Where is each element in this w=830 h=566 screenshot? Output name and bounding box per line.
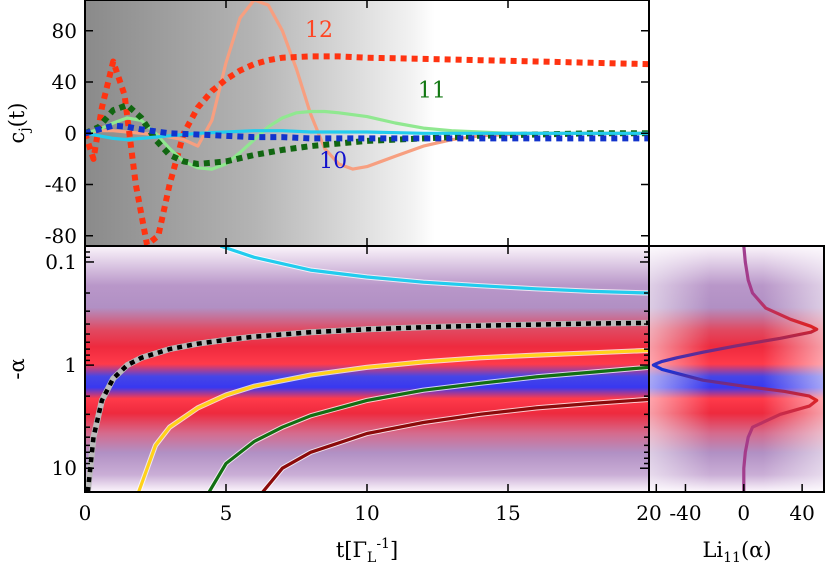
curve-label-12: 12	[305, 18, 333, 43]
bottom-y-tick-label: 1	[64, 353, 77, 377]
top-y-axis-title: cj(t)	[5, 103, 33, 144]
side-x-tick-label: 40	[789, 501, 814, 525]
side-x-tick-label: 20	[636, 501, 661, 525]
side-x-axis: 20 -40 0 40	[636, 484, 815, 525]
top-series-10-solid	[85, 129, 649, 142]
bottom-x-tick-label: 10	[354, 501, 379, 525]
top-panel-background	[85, 0, 649, 246]
top-series-12-dotted	[85, 53, 649, 246]
side-x-axis-title: Li11(α)	[702, 538, 771, 566]
side-panel-frame	[648, 245, 825, 493]
bottom-x-tick-label: 0	[79, 501, 92, 525]
side-x-tick-label: -40	[669, 501, 701, 525]
bottom-series-green	[207, 365, 649, 492]
bottom-x-axis-title: t[ΓL-1]	[336, 536, 398, 566]
curve-label-10: 10	[319, 149, 347, 174]
bottom-series-dark-red	[261, 397, 649, 492]
side-curves	[651, 246, 819, 492]
bottom-series-black-dotted	[85, 320, 649, 492]
curve-label-11: 11	[418, 78, 446, 103]
bottom-y-axis: 0.1 1 10	[45, 245, 649, 480]
top-y-tick-label: 40	[52, 70, 77, 94]
top-series-10-dotted	[85, 122, 649, 142]
top-y-tick-label: -40	[45, 173, 77, 197]
bottom-x-tick-label: 15	[495, 501, 520, 525]
bottom-y-tick-label: 10	[52, 456, 77, 480]
bottom-x-tick-label: 5	[220, 501, 233, 525]
top-y-tick-label: 80	[52, 19, 77, 43]
top-y-axis: 80 40 0 -40 -80	[45, 0, 650, 248]
bottom-curves	[85, 246, 649, 492]
bottom-series-gold	[137, 348, 649, 492]
top-y-tick-label: -80	[45, 224, 77, 248]
curve-annotations: 12 11 10	[305, 18, 446, 174]
side-x-tick-label: 0	[737, 501, 750, 525]
bottom-y-tick-label: 0.1	[45, 250, 77, 274]
side-panel-fade	[649, 246, 824, 492]
bottom-y-axis-title: -α	[5, 358, 29, 379]
top-y-tick-label: 0	[64, 121, 77, 145]
top-curves	[85, 0, 649, 246]
bottom-x-axis: 0 5 10 15	[79, 246, 650, 525]
side-series-li11	[651, 246, 819, 492]
bottom-series-cyan	[219, 246, 649, 295]
